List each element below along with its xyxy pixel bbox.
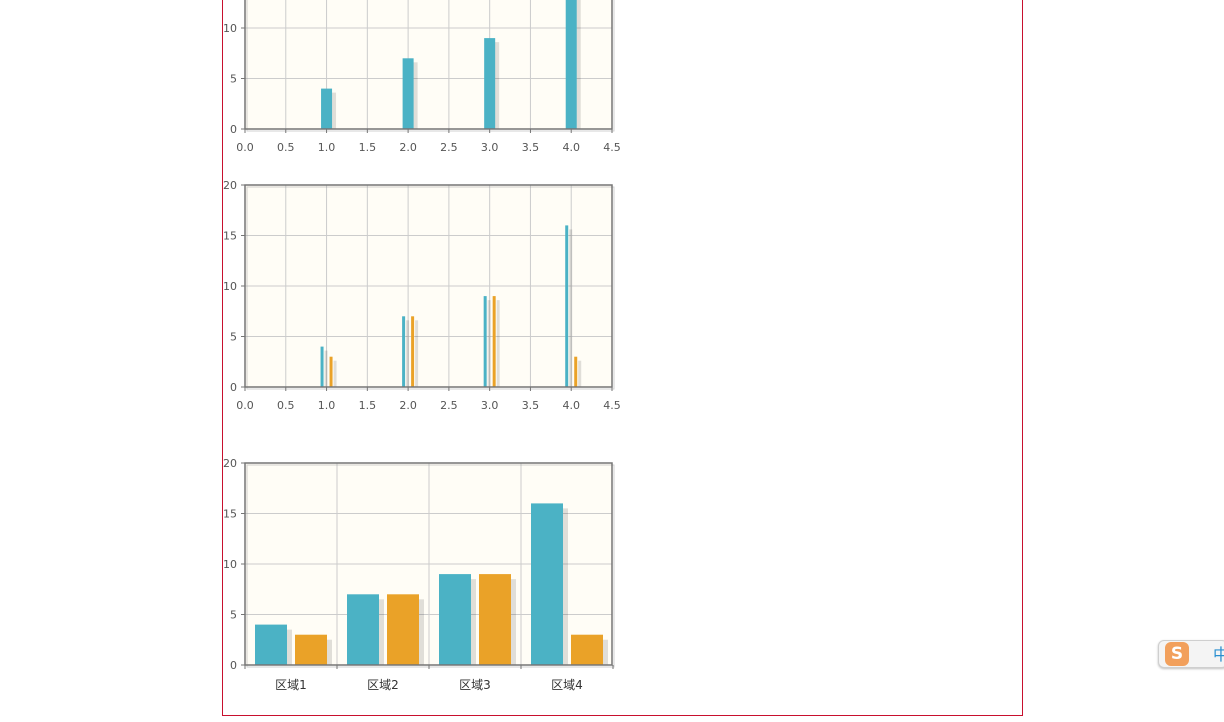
bar-series1-1 (321, 88, 333, 129)
x-tick-label: 0.5 (277, 141, 295, 154)
content-frame (222, 0, 1023, 716)
y-tick-label: 15 (223, 230, 237, 243)
bar-shadow (496, 300, 500, 387)
x-tick-label: 2.0 (399, 399, 417, 412)
x-tick-label: 2.5 (440, 399, 458, 412)
x-tick-label: 4.5 (603, 141, 621, 154)
bar-shadow (324, 350, 328, 387)
x-tick-label: 1.5 (359, 141, 377, 154)
bar-series1-2 (402, 316, 406, 387)
plot-border-shadow (246, 464, 615, 668)
y-tick-label: 0 (230, 381, 237, 394)
sogou-ime-icon[interactable]: S (1165, 642, 1189, 666)
x-tick-label: 3.5 (522, 141, 540, 154)
bar-series2-2 (387, 594, 419, 665)
bar-shadow (578, 360, 582, 387)
y-tick-label: 0 (230, 123, 237, 136)
bar-shadow (569, 229, 573, 387)
bar-series1-3 (483, 296, 487, 387)
bar-series1-2 (347, 594, 379, 665)
y-tick-label: 5 (230, 73, 237, 86)
y-tick-label: 5 (230, 331, 237, 344)
bar-series2-3 (479, 574, 511, 665)
bar-series1-4 (565, 225, 569, 387)
bar-shadow (333, 360, 337, 387)
bar-series1-2 (402, 58, 414, 129)
y-tick-label: 10 (223, 280, 237, 293)
plot-area (245, 0, 612, 129)
bar-series2-1 (295, 634, 327, 665)
bar-series1-3 (439, 574, 471, 665)
x-tick-label: 0.0 (236, 399, 254, 412)
chart-3: 0 5 10 15 20 区域1 区域2 区域3 区域4 (223, 457, 615, 692)
bar-series1-4 (565, 0, 577, 130)
x-tick-label: 3.5 (522, 399, 540, 412)
plot-border-shadow (246, 0, 615, 132)
x-tick-label: 2.0 (399, 141, 417, 154)
bar-series2-4 (574, 356, 578, 387)
chart-2: 0 5 10 15 20 0.0 0.5 1.0 1.5 2.0 2.5 3.0 3.5 4.0 4.5 (223, 179, 621, 412)
y-tick-label: 0 (230, 659, 237, 672)
category-label: 区域3 (459, 678, 491, 692)
bar-shadow (406, 320, 410, 387)
x-tick-label: 1.0 (318, 399, 336, 412)
bar-series1-3 (484, 38, 496, 129)
bar-shadow (415, 320, 419, 387)
bar-series2-3 (492, 296, 496, 387)
chart-1: 0 5 10 0.0 0.5 1.0 1.5 2.0 2.5 3.0 3.5 4.0 4.5 (223, 0, 621, 154)
category-label: 区域2 (367, 678, 399, 692)
x-tick-label: 4.5 (603, 399, 621, 412)
x-tick-label: 2.5 (440, 141, 458, 154)
bar-series2-4 (571, 634, 603, 665)
y-tick-label: 10 (223, 558, 237, 571)
ime-mode-indicator[interactable]: 中 (1213, 645, 1224, 664)
y-tick-label: 10 (223, 22, 237, 35)
bar-series2-2 (411, 316, 415, 387)
x-tick-label: 0.5 (277, 399, 295, 412)
bar-series1-1 (255, 624, 287, 665)
category-label: 区域1 (275, 678, 307, 692)
x-tick-label: 1.0 (318, 141, 336, 154)
x-tick-label: 4.0 (562, 399, 580, 412)
y-tick-label: 20 (223, 179, 237, 192)
bar-shadow (487, 300, 491, 387)
y-tick-label: 15 (223, 508, 237, 521)
x-tick-label: 4.0 (562, 141, 580, 154)
y-tick-label: 20 (223, 457, 237, 470)
ime-toolbar[interactable]: S 中 (1158, 640, 1224, 668)
plot-border-shadow (246, 186, 615, 390)
x-tick-label: 3.0 (481, 141, 499, 154)
bar-series1-1 (320, 346, 324, 387)
x-tick-label: 0.0 (236, 141, 254, 154)
x-tick-label: 3.0 (481, 399, 499, 412)
category-label: 区域4 (551, 678, 583, 692)
x-tick-label: 1.5 (359, 399, 377, 412)
y-tick-label: 5 (230, 609, 237, 622)
bar-series2-1 (329, 356, 333, 387)
bar-series1-4 (531, 503, 563, 665)
